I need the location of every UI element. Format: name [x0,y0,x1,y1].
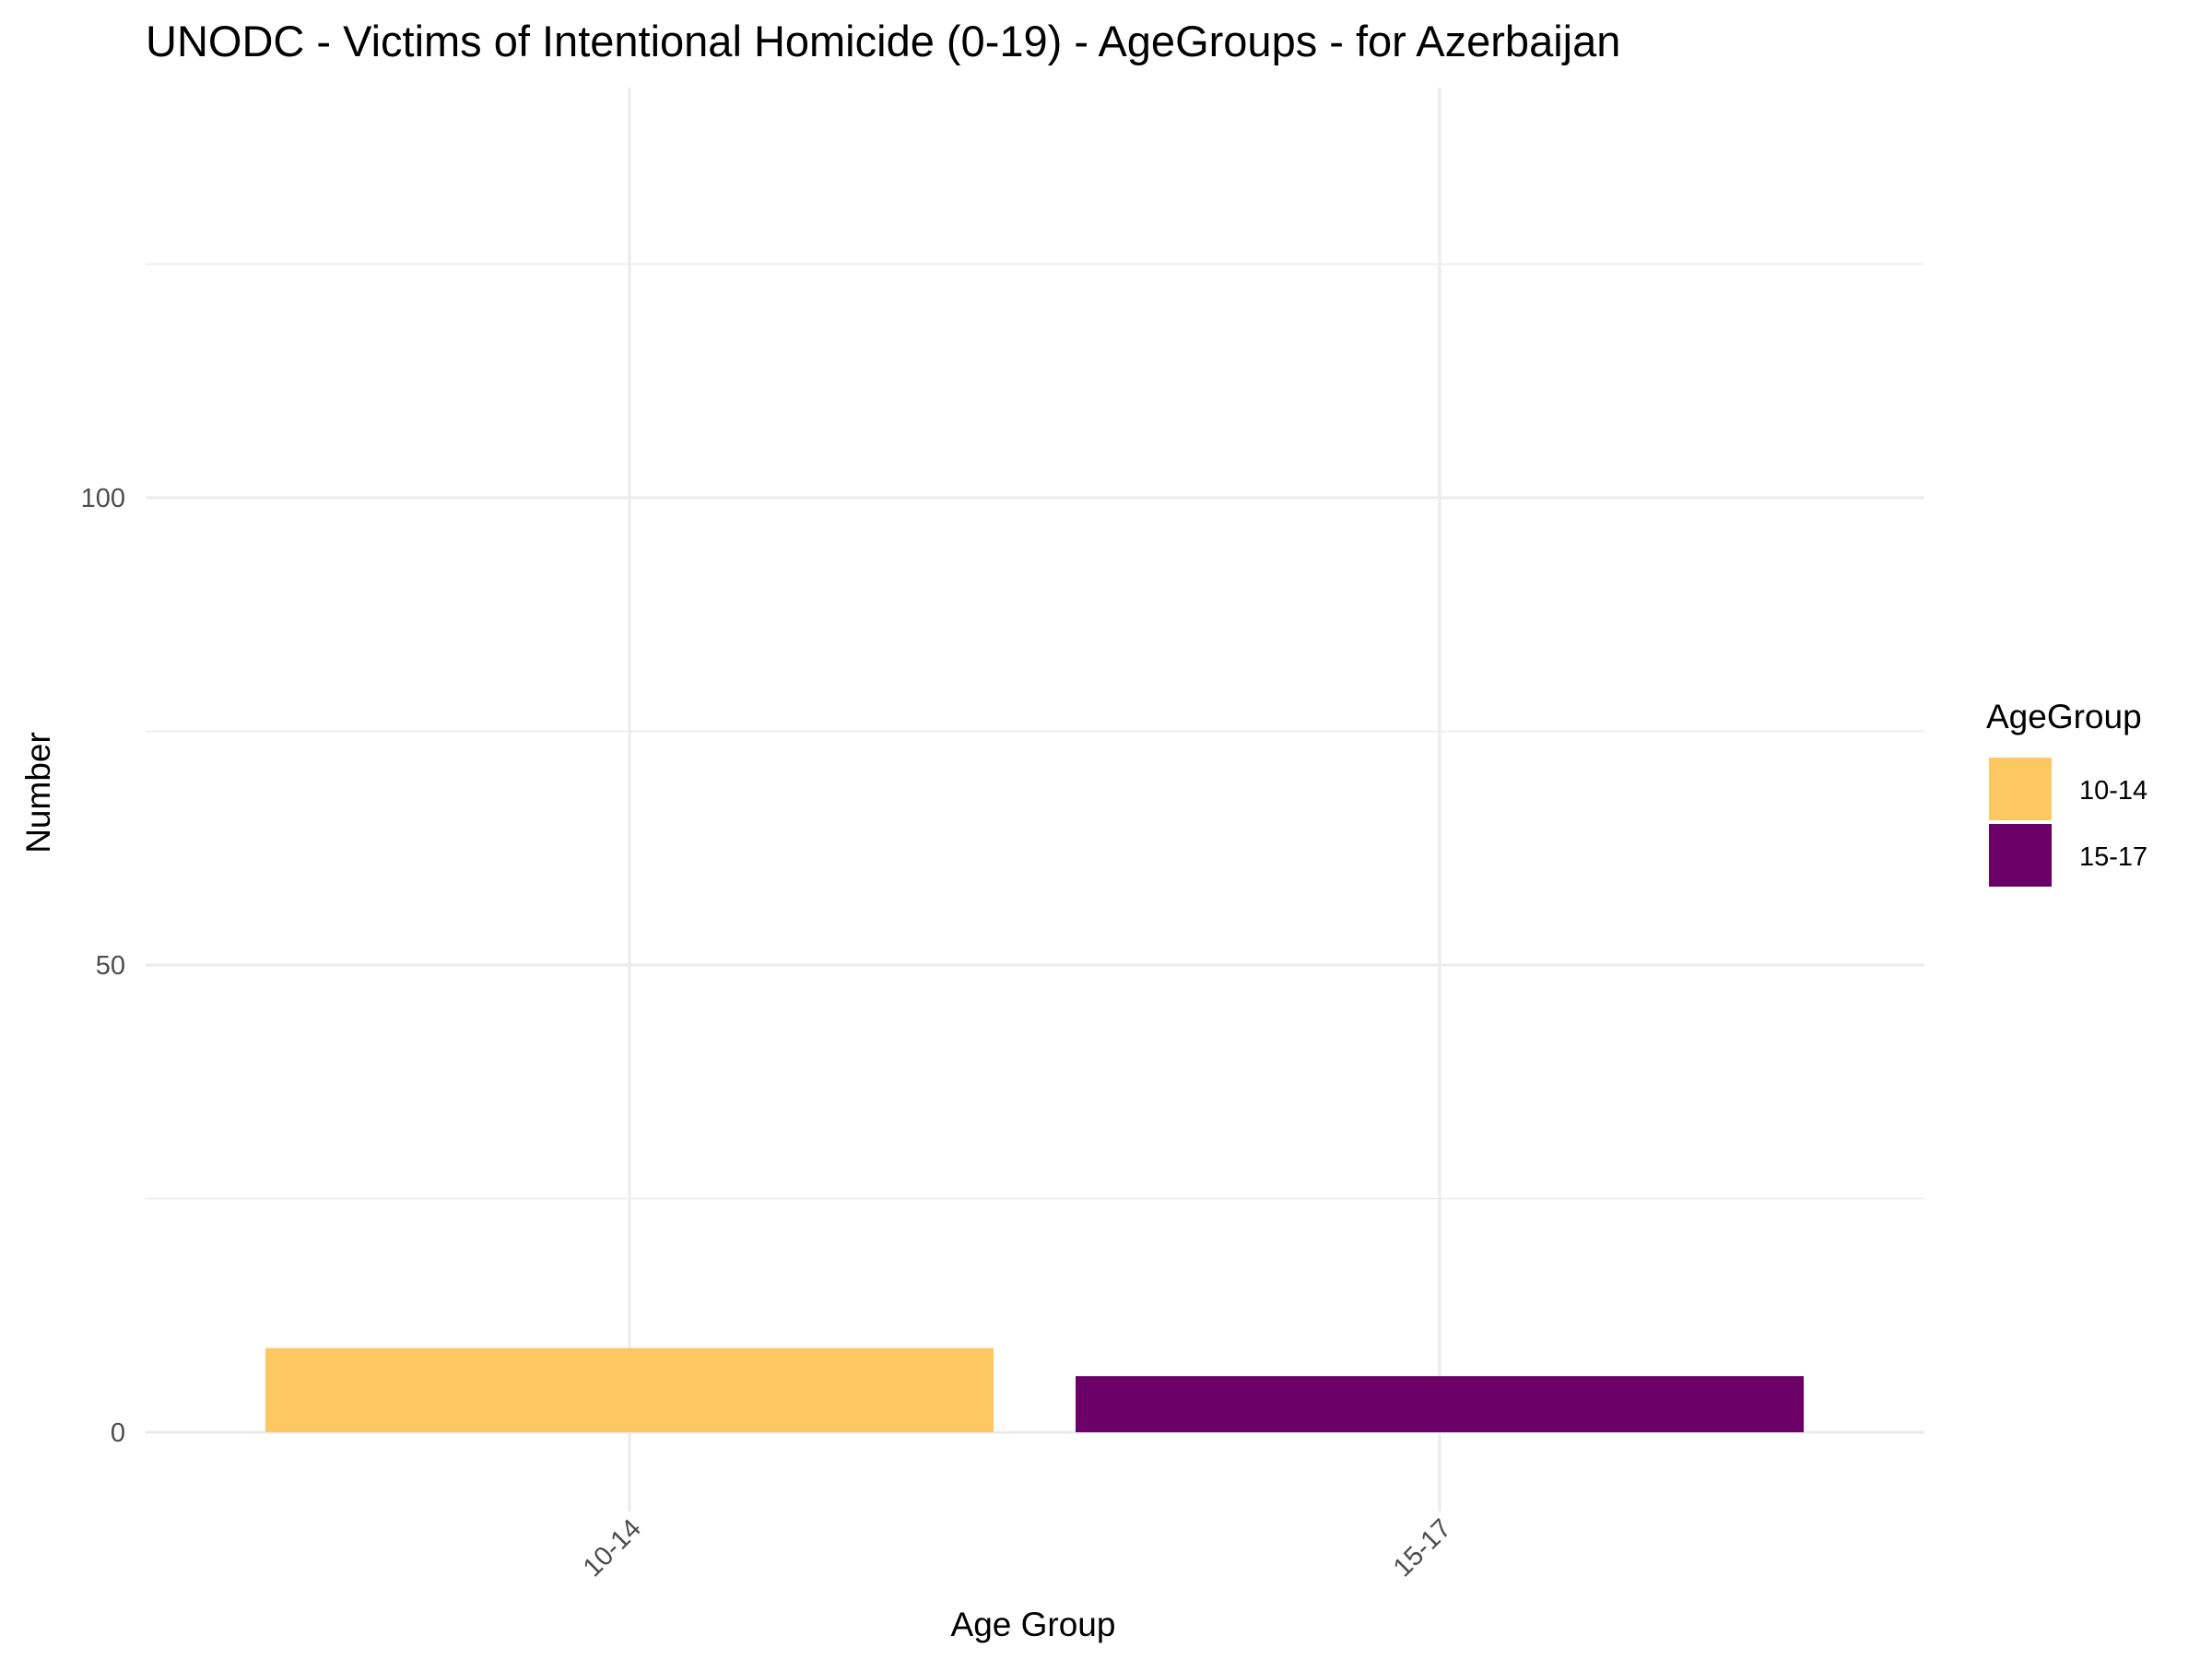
legend-key-10-14 [1989,758,2052,820]
bar-15-17 [1076,1376,1804,1432]
bars [265,1347,1804,1432]
legend-label: 10-14 [2079,776,2147,806]
y-tick-label: 50 [96,951,125,981]
legend-label: 15-17 [2079,842,2147,872]
bar-10-14 [265,1347,994,1432]
y-axis-title: Number [19,732,57,853]
legend: AgeGroup 10-14 15-17 [1986,698,2147,887]
legend-title: AgeGroup [1986,698,2142,735]
y-tick-label: 100 [81,484,125,513]
chart-title: UNODC - Victims of Intentional Homicide … [146,17,1620,65]
y-tick-label: 0 [111,1418,125,1448]
y-axis-ticks: 0 50 100 [81,484,125,1448]
legend-key-15-17 [1989,824,2052,887]
x-axis-title: Age Group [951,1606,1116,1643]
